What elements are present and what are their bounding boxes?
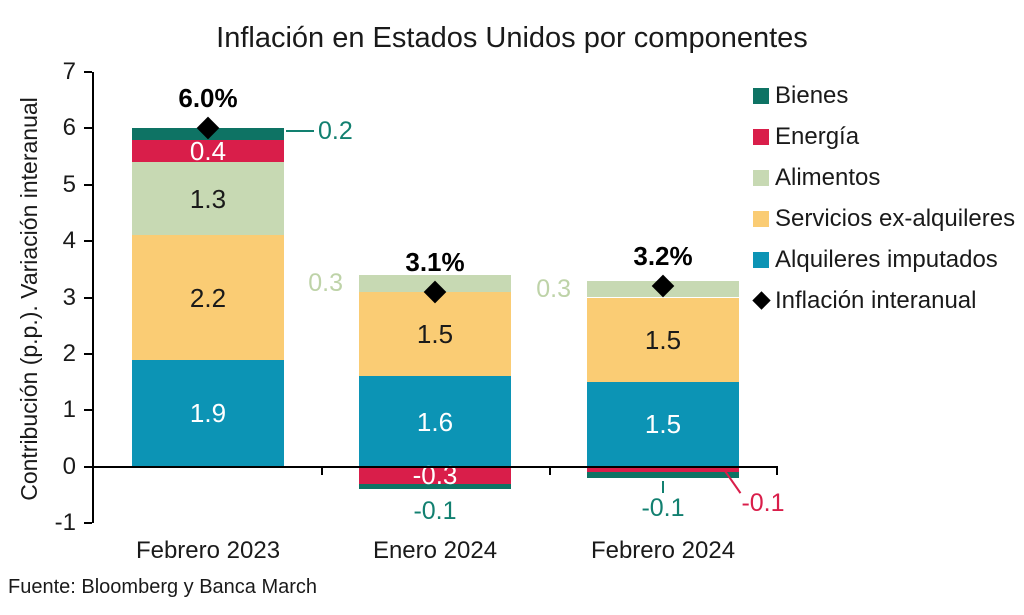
callout-value-label: 0.3: [308, 269, 343, 298]
legend-swatch-icon: [753, 251, 769, 268]
chart-title: Inflación en Estados Unidos por componen…: [216, 22, 808, 54]
bar-value-label: 1.6: [416, 406, 454, 437]
legend-label: Inflación interanual: [775, 286, 977, 314]
total-percentage-label: 3.2%: [633, 241, 693, 272]
legend-swatch-icon: [753, 128, 769, 145]
y-tick-label: 4: [62, 227, 76, 254]
legend-swatch-icon: [753, 169, 769, 186]
legend-item: Alquileres imputados: [753, 239, 1021, 280]
y-tick-label: 0: [62, 453, 76, 480]
legend-item: Bienes: [753, 75, 1021, 116]
x-axis-tick: [549, 467, 551, 475]
legend-item: Energía: [753, 116, 1021, 157]
bar-value-label: 1.5: [416, 319, 454, 350]
callout-value-label: -0.1: [741, 488, 785, 517]
y-axis-tick: [84, 522, 92, 524]
legend-label: Alimentos: [775, 163, 881, 191]
x-axis-tick: [776, 467, 778, 475]
bar-segment: [587, 382, 739, 467]
legend-swatch-icon: [753, 210, 769, 227]
bar-value-label: 1.3: [189, 183, 227, 214]
x-axis-tick: [321, 467, 323, 475]
legend-label: Bienes: [775, 81, 849, 109]
y-tick-label: 7: [62, 58, 76, 85]
legend: Bienes Energía Alimentos Servicios ex-alqui…: [752, 75, 1021, 321]
bar-value-label: 1.5: [644, 324, 682, 355]
bar-value-label: 0.4: [189, 135, 227, 166]
y-tick-label: 1: [62, 396, 76, 423]
callout-value-label: 0.2: [318, 117, 353, 145]
y-axis-tick: [84, 409, 92, 411]
bar-segment: [359, 376, 511, 467]
callout-leader-line: [662, 480, 664, 493]
bar-segment: [132, 162, 284, 236]
y-axis-tick: [84, 353, 92, 355]
y-tick-label: 3: [62, 284, 76, 311]
legend-diamond-icon: [752, 291, 771, 310]
legend-item: Servicios ex-alquileres: [753, 198, 1021, 239]
y-tick-label: 5: [62, 171, 76, 198]
bar-segment: [587, 297, 739, 383]
total-percentage-label: 3.1%: [405, 246, 465, 277]
y-axis-tick: [84, 71, 92, 73]
bar-value-label: 2.2: [189, 282, 227, 313]
bar-value-label: 1.9: [189, 398, 227, 429]
x-axis-line: [92, 466, 778, 468]
legend-item: Alimentos: [753, 157, 1021, 198]
callout-leader-line: [286, 130, 314, 132]
total-percentage-label: 6.0%: [178, 83, 238, 114]
y-axis-tick: [84, 240, 92, 242]
legend-label: Alquileres imputados: [775, 245, 998, 273]
bar-value-label: 1.5: [644, 409, 682, 440]
legend-item: Inflación interanual: [752, 280, 1021, 321]
y-tick-label: 6: [62, 114, 76, 141]
callout-value-label: -0.1: [641, 493, 685, 522]
bar-segment: [132, 235, 284, 360]
source-note: Fuente: Bloomberg y Banca March: [8, 576, 318, 598]
bar-segment: [132, 139, 284, 163]
y-axis-tick: [84, 297, 92, 299]
callout-value-label: -0.1: [413, 497, 457, 526]
bar-segment: [132, 359, 284, 467]
x-category-label: Enero 2024: [372, 537, 498, 564]
y-tick-label: 2: [62, 340, 76, 367]
bar-segment: [359, 466, 511, 484]
y-axis-tick: [84, 184, 92, 186]
y-axis-line: [92, 72, 94, 523]
legend-label: Servicios ex-alquileres: [775, 204, 1016, 232]
x-category-label: Febrero 2023: [135, 537, 281, 564]
bar-segment: [587, 472, 739, 478]
bar-segment: [587, 466, 739, 473]
y-axis-tick: [84, 466, 92, 468]
legend-label: Energía: [775, 122, 860, 150]
y-axis-tick: [84, 127, 92, 129]
callout-value-label: 0.3: [536, 275, 571, 304]
bar-segment: [359, 291, 511, 377]
y-tick-label: -1: [54, 509, 76, 536]
legend-swatch-icon: [753, 87, 769, 104]
bar-segment: [359, 483, 511, 490]
x-category-label: Febrero 2024: [590, 537, 736, 564]
